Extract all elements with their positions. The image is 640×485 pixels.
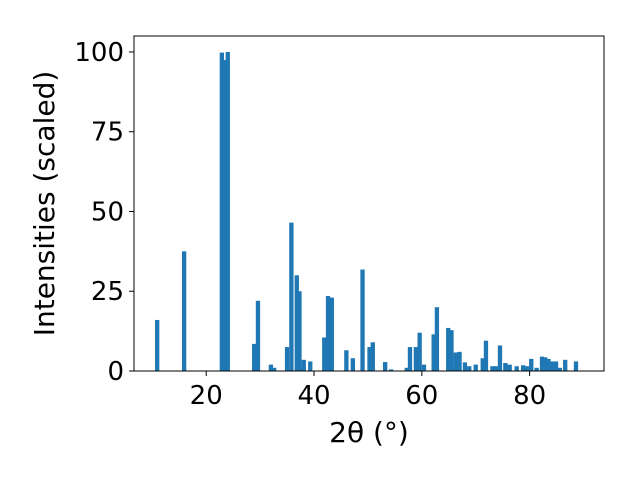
bar-28	[417, 332, 422, 371]
bar-5	[252, 343, 257, 371]
bar-2	[219, 52, 225, 371]
bar-44	[503, 363, 508, 371]
bar-37	[467, 366, 472, 371]
bar-0	[155, 319, 160, 371]
bar-49	[529, 358, 534, 371]
bar-13	[301, 359, 306, 371]
bar-54	[550, 361, 555, 371]
bar-21	[367, 347, 372, 371]
bar-36	[462, 362, 468, 371]
bar-32	[446, 327, 451, 371]
x-axis-ticks: 20 40 60 80	[190, 371, 546, 411]
bar-58	[573, 361, 579, 371]
y-tick-label-1: 25	[91, 277, 124, 307]
bar-31	[434, 307, 440, 371]
bar-20	[360, 269, 365, 371]
bar-9	[284, 347, 290, 371]
bar-56	[557, 367, 562, 371]
bar-45	[507, 364, 512, 371]
bar-26	[407, 347, 413, 371]
bar-33	[449, 330, 454, 371]
bar-14	[308, 361, 313, 371]
bar-12	[297, 291, 302, 371]
bar-7	[268, 364, 274, 371]
y-axis-ticks: 0 25 50 75 100	[74, 38, 134, 387]
y-tick-label-4: 100	[74, 38, 124, 68]
bar-47	[520, 365, 526, 371]
y-axis-label: Intensities (scaled)	[28, 71, 61, 337]
bar-10	[289, 222, 294, 371]
bar-55	[553, 361, 559, 371]
bar-51	[539, 356, 545, 371]
bar-19	[350, 358, 355, 371]
bar-27	[413, 347, 419, 371]
x-tick-label-3: 80	[513, 381, 546, 411]
x-tick-label-0: 20	[190, 381, 223, 411]
bar-41	[490, 366, 495, 371]
bar-57	[563, 359, 568, 371]
bar-23	[383, 362, 388, 371]
bar-42	[494, 366, 499, 371]
bar-15	[322, 337, 327, 371]
bar-52	[543, 357, 548, 371]
bar-38	[473, 364, 478, 371]
bar-24	[388, 369, 394, 371]
bar-43	[497, 345, 503, 371]
x-axis-label: 2θ (°)	[329, 416, 409, 449]
bar-3	[222, 59, 227, 372]
bars-group	[155, 51, 579, 372]
bar-53	[546, 358, 551, 371]
bar-39	[480, 358, 485, 371]
bar-22	[370, 342, 375, 371]
bar-48	[524, 366, 530, 371]
y-tick-label-3: 75	[91, 118, 124, 148]
plot-frame	[133, 35, 605, 372]
bar-6	[255, 300, 261, 371]
bar-11	[294, 275, 299, 371]
bar-16	[325, 296, 331, 371]
bar-25	[404, 367, 409, 371]
bar-40	[483, 340, 489, 371]
y-tick-label-0: 0	[107, 357, 124, 387]
bar-30	[431, 334, 436, 371]
bar-8	[271, 367, 277, 371]
bar-1	[181, 251, 187, 371]
bar-50	[534, 367, 539, 371]
bar-34	[453, 352, 458, 371]
bar-17	[329, 297, 334, 371]
bar-29	[421, 364, 427, 371]
y-tick-label-2: 50	[91, 197, 124, 227]
x-tick-label-1: 40	[297, 381, 330, 411]
x-tick-label-2: 60	[405, 381, 438, 411]
bar-35	[457, 351, 462, 371]
bar-18	[344, 350, 349, 371]
bar-4	[225, 51, 230, 371]
bar-46	[514, 366, 519, 371]
